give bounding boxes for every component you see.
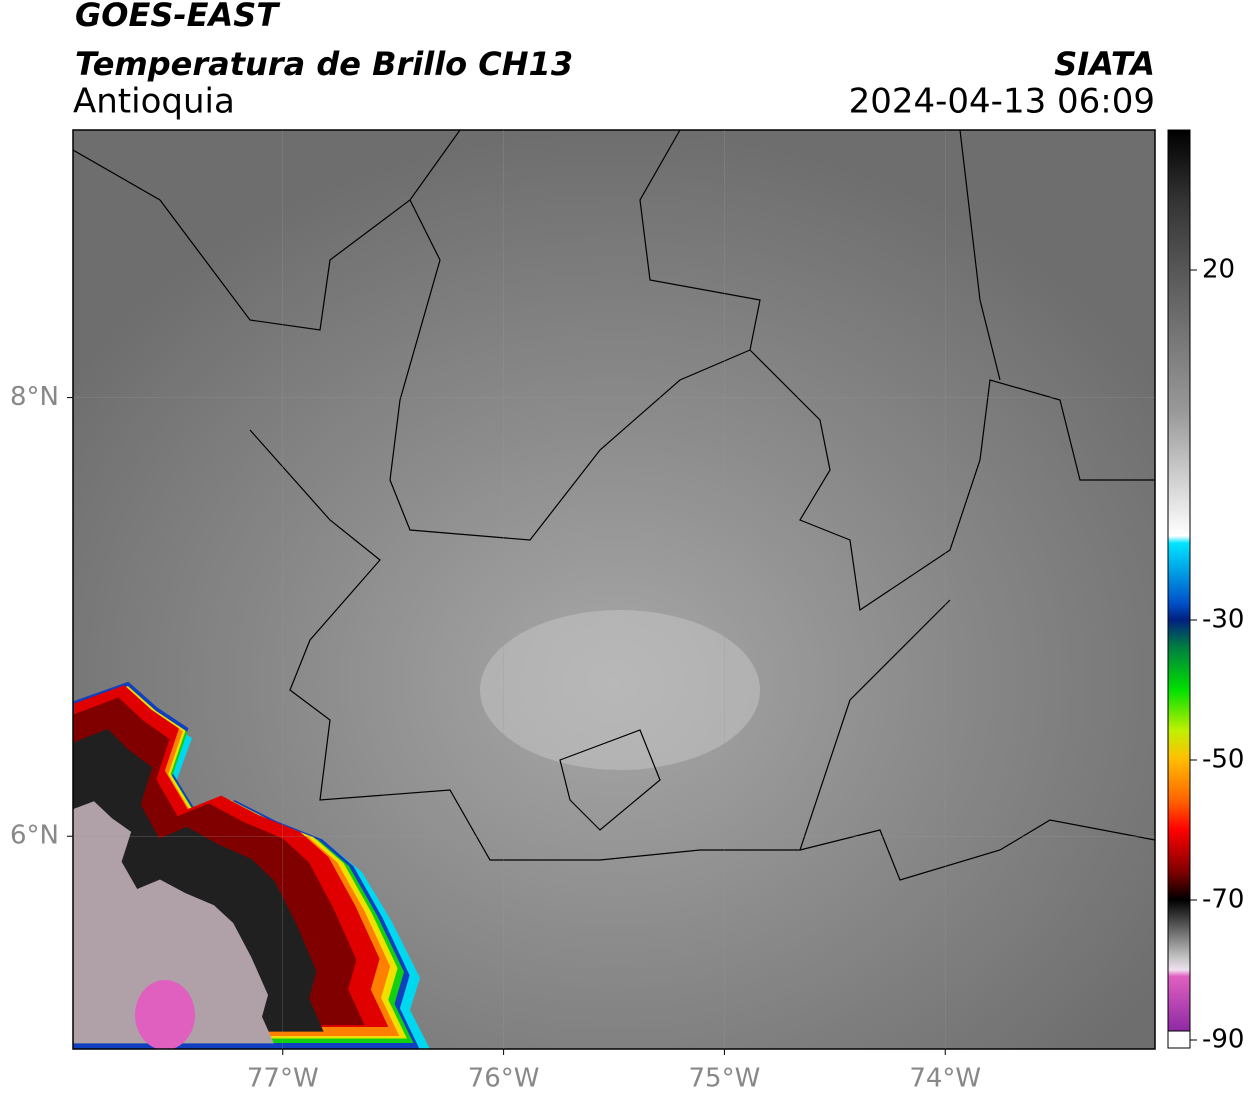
colorbar-tick-label: 20 xyxy=(1202,255,1235,285)
datetime: 2024-04-13 06:09 xyxy=(849,82,1155,122)
cold-cloud xyxy=(73,681,430,1049)
lon-tick-label: 75°W xyxy=(689,1064,761,1094)
cloud-bright xyxy=(480,610,760,770)
colorbar-frame xyxy=(1167,129,1191,1049)
lat-tick-label: 6°N xyxy=(10,821,59,851)
product: Temperatura de Brillo CH13 xyxy=(75,45,573,83)
lon-tick-label: 74°W xyxy=(909,1064,981,1094)
colorbar-tick-label: -70 xyxy=(1202,885,1244,915)
colorbar-tick-label: -90 xyxy=(1202,1025,1244,1055)
colorbar xyxy=(1168,130,1190,1040)
colorbar-under xyxy=(1167,1030,1191,1049)
lon-tick-label: 76°W xyxy=(468,1064,540,1094)
borders xyxy=(73,130,1155,881)
organization: SIATA xyxy=(1054,45,1155,83)
colorbar-tick-label: -50 xyxy=(1202,745,1244,775)
map-image xyxy=(73,130,1155,1049)
map-frame xyxy=(72,129,1156,1050)
satellite: GOES-EAST xyxy=(75,0,280,34)
region: Antioquia xyxy=(73,82,235,122)
colorbar-tick-label: -30 xyxy=(1202,605,1244,635)
lon-tick-label: 77°W xyxy=(247,1064,319,1094)
lat-tick-label: 8°N xyxy=(10,382,59,412)
